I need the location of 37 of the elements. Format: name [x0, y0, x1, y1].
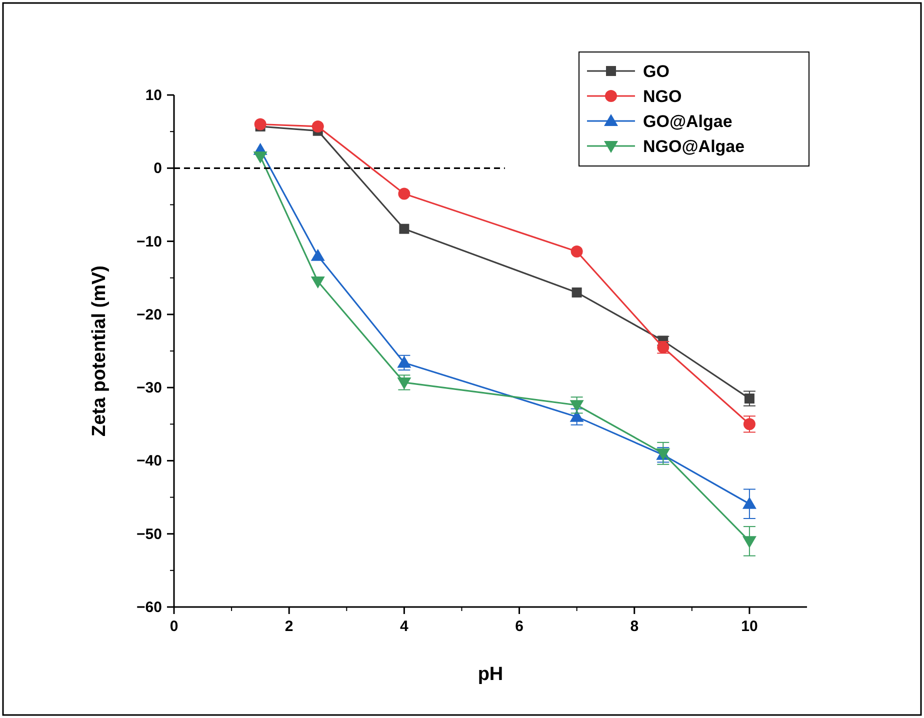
point [570, 400, 584, 412]
legend-label: GO@Algae [643, 112, 732, 131]
legend-label: NGO@Algae [643, 137, 745, 156]
point [254, 118, 266, 130]
point [744, 394, 754, 404]
y-tick-label: −20 [136, 306, 162, 324]
x-tick-label: 0 [170, 618, 178, 635]
point [399, 224, 410, 234]
y-tick-label: −30 [136, 380, 162, 397]
x-tick-label: 6 [515, 618, 524, 635]
legend-label: NGO [643, 87, 682, 106]
point [742, 536, 756, 548]
point [572, 287, 582, 298]
point [570, 410, 584, 422]
x-axis-title: pH [478, 664, 504, 685]
y-tick-label: −10 [136, 233, 162, 250]
x-tick-label: 4 [400, 618, 410, 635]
point [398, 188, 410, 200]
y-tick-label: −50 [136, 526, 162, 543]
point [397, 356, 412, 368]
x-tick-label: 10 [741, 618, 758, 635]
x-tick-label: 2 [284, 618, 294, 635]
point [253, 151, 268, 164]
x-tick-label: 8 [630, 618, 639, 635]
legend-label: GO [643, 62, 670, 81]
y-tick-label: −60 [136, 599, 162, 616]
point [397, 377, 412, 390]
point [310, 248, 325, 261]
point [742, 496, 756, 509]
point [570, 246, 583, 258]
point [310, 276, 325, 289]
y-tick-label: −40 [136, 452, 162, 470]
y-axis-title: Zeta potential (mV) [89, 265, 110, 437]
point [743, 418, 756, 430]
y-tick-label: 10 [145, 87, 162, 104]
point [312, 120, 324, 132]
y-tick-label: 0 [154, 160, 162, 178]
